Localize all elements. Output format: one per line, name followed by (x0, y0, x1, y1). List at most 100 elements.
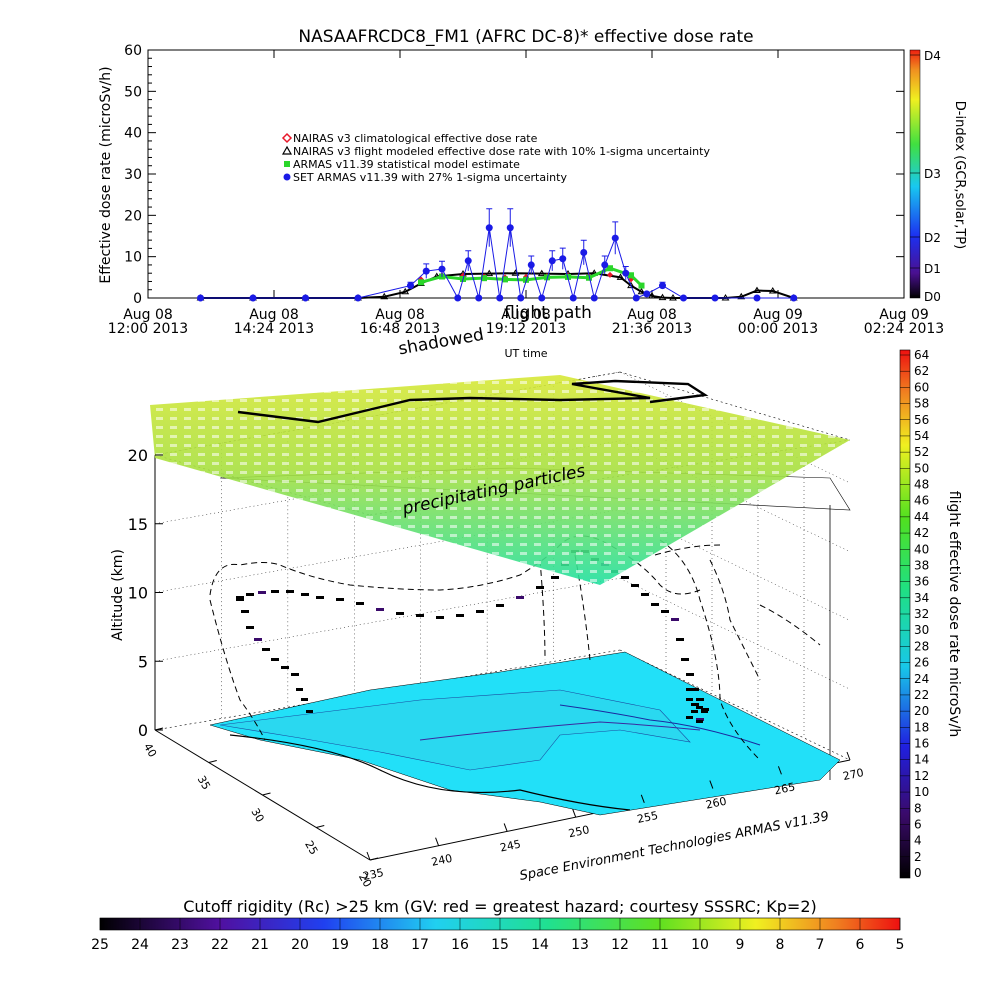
rigidity-colorbar-tick-label: 23 (171, 937, 189, 953)
series-nairas-flight-point (616, 273, 625, 280)
flight-projection (654, 544, 721, 556)
top-y-tick-label: 0 (133, 291, 142, 307)
trajectory-point (376, 608, 384, 611)
dose-colorbar-tick-label: 60 (914, 380, 929, 394)
trajectory-point (336, 598, 344, 601)
land-region (219, 689, 691, 771)
rigidity-colorbar-tick-label: 14 (531, 937, 549, 953)
rigidity-colorbar-tick-label: 17 (411, 937, 429, 953)
grid-line-back (154, 509, 621, 593)
rigidity-colorbar-tick-label: 16 (451, 937, 469, 953)
rigidity-colorbar-tick-label: 6 (856, 937, 865, 953)
lat-tick-label: 20 (356, 871, 374, 890)
rigidity-colorbar-tick-label: 25 (91, 937, 109, 953)
trajectory-point (301, 593, 309, 596)
chart-title: NASAAFRCDC8_FM1 (AFRC DC-8)* effective d… (298, 27, 753, 47)
legend-marker (281, 132, 293, 144)
lon-tick-label: 240 (430, 852, 453, 869)
rigidity-colorbar-tick-label: 13 (571, 937, 589, 953)
trajectory-point (661, 610, 669, 613)
flight-ground-track (419, 721, 701, 741)
trajectory-point (254, 638, 262, 641)
series-set-armas-point (506, 224, 514, 232)
series-set-armas-point (538, 294, 546, 302)
legend-entry: ARMAS v11.39 statistical model estimate (293, 158, 520, 171)
top-x-tick-date: Aug 08 (501, 307, 551, 323)
series-set-armas-point (569, 294, 577, 302)
altitude-label: Altitude (km) (110, 549, 126, 641)
series-set-armas-point (680, 294, 687, 302)
series-nairas-clim-point (607, 271, 613, 278)
top-x-tick-time: 16:48 2013 (360, 321, 440, 337)
series-set-armas-point (659, 282, 666, 290)
lon-tick (435, 837, 440, 846)
trajectory-point (701, 710, 708, 713)
top-x-tick-date: Aug 08 (375, 307, 425, 323)
flight-projection (659, 539, 761, 761)
series-set-armas-point (559, 255, 567, 263)
grid-line-side (619, 440, 851, 552)
trajectory-point (671, 618, 679, 621)
dose-colorbar-tick-label: 36 (914, 575, 929, 589)
trajectory-point (236, 596, 244, 599)
rigidity-colorbar-label: Cutoff rigidity (Rc) >25 km (GV: red = g… (183, 897, 817, 916)
top-y-tick-label: 30 (124, 167, 142, 183)
trajectory-point (641, 593, 649, 596)
series-set-armas-point (643, 290, 651, 298)
altitude-axis: 0 5 10 15 20 (128, 446, 163, 740)
trajectory-point (271, 658, 279, 661)
series-set-armas-point (611, 234, 619, 242)
trajectory-point (291, 673, 299, 676)
dose-colorbar-tick-label: 56 (914, 413, 929, 427)
lat-tick (369, 857, 379, 861)
trajectory-point (296, 688, 303, 691)
top-series (196, 208, 798, 302)
legend: NAIRAS v3 climatological effective dose … (281, 132, 710, 184)
series-armas-model-point (638, 282, 645, 289)
trajectory-point (436, 616, 444, 619)
top-y-tick-label: 10 (124, 250, 142, 266)
precip-sheet (150, 375, 850, 585)
lon-tick-label: 255 (636, 809, 659, 826)
series-nairas-flight-point (485, 269, 494, 277)
top-x-tick-date: Aug 09 (879, 307, 929, 323)
trajectory-point (416, 614, 424, 617)
series-set-armas-point (249, 294, 257, 302)
dose-colorbar-tick-label: 2 (914, 850, 922, 864)
trajectory-point (306, 710, 313, 713)
top-y-tick-label: 60 (124, 43, 142, 59)
legend-entry: SET ARMAS v11.39 with 27% 1-sigma uncert… (293, 171, 567, 184)
trajectory-point (396, 612, 404, 615)
trajectory-point (696, 720, 703, 723)
dose-colorbar-tick-label: 16 (914, 737, 929, 751)
flight-path-shadow (237, 379, 709, 424)
series-armas-model-point (628, 272, 634, 279)
trajectory-point (262, 648, 270, 651)
top-x-tick-date: Aug 09 (753, 307, 803, 323)
legend-entry: NAIRAS v3 flight modeled effective dose … (293, 145, 710, 158)
trajectory-point (696, 718, 704, 721)
dose-colorbar-tick-label: 6 (914, 817, 922, 831)
trajectory-point (686, 716, 693, 719)
top-x-tick-time: 21:36 2013 (612, 321, 692, 337)
dose-colorbar-tick-label: 64 (914, 348, 929, 362)
series-set-armas-point (197, 294, 204, 302)
dindex-label: D-index (GCR,solar,TP) (952, 101, 967, 249)
dose-colorbar-tick-label: 0 (914, 866, 922, 880)
lon-tick-label: 250 (567, 823, 590, 840)
lat-tick (208, 760, 217, 763)
dose-colorbar-tick-label: 46 (914, 494, 929, 508)
rigidity-colorbar-tick-label: 8 (776, 937, 785, 953)
legend-marker (283, 173, 291, 181)
series-set-armas-point (485, 224, 493, 232)
altitude-tick-label: 20 (128, 446, 148, 465)
series-nairas-flight-point (753, 286, 761, 294)
lat-tick (262, 792, 271, 796)
lon-axis: 235 240 245 250 255 260 265 270 (362, 751, 865, 883)
credit-label: Space Environment Technologies ARMAS v11… (518, 809, 830, 884)
dindex-tick-label: D1 (924, 262, 941, 276)
trajectory-point (651, 603, 659, 606)
series-armas-model-point (523, 276, 529, 283)
